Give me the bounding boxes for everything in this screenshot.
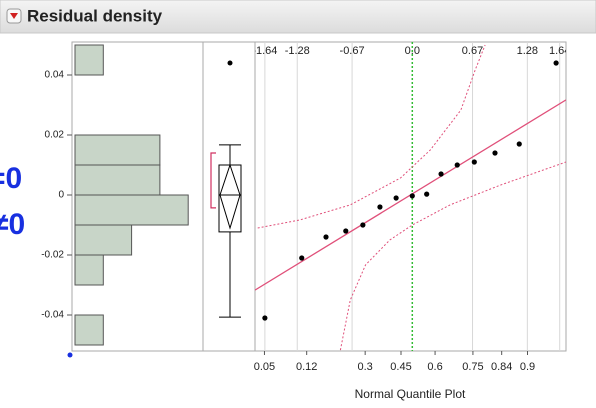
point <box>360 222 366 228</box>
title-bar <box>0 0 596 34</box>
title: Residual density <box>27 6 163 25</box>
outlier <box>227 60 233 66</box>
y-tick-label: 0.02 <box>45 130 65 141</box>
ink-dot <box>67 352 73 358</box>
x-axis-label: Normal Quantile Plot <box>355 387 466 401</box>
histogram-bar <box>74 254 104 286</box>
y-tick-label: -0.04 <box>41 310 64 321</box>
x-tick-label: 0.3 <box>358 361 373 373</box>
point <box>323 234 329 240</box>
histogram-bar <box>74 224 133 256</box>
y-tick-label: 0 <box>58 190 64 201</box>
histogram-bar <box>74 134 161 166</box>
handwriting: =0 ≠0 <box>0 162 73 358</box>
quantile-plot: -1.64 -1.28 -0.67 0.0 0.67 1.28 1.64 <box>252 42 570 351</box>
point <box>262 315 268 321</box>
top-tick-label: -0.67 <box>340 45 365 57</box>
point <box>409 193 415 199</box>
x-tick-label: 0.9 <box>520 361 535 373</box>
point <box>377 204 383 210</box>
point <box>454 162 460 168</box>
top-tick-label: 0.0 <box>405 45 420 57</box>
top-tick-label: 1.64 <box>549 45 570 57</box>
point <box>471 159 477 165</box>
confidence-band <box>257 44 486 229</box>
point <box>393 195 399 201</box>
y-tick-label: 0.04 <box>45 70 65 81</box>
annotation: =0 <box>0 162 22 195</box>
point <box>516 141 522 147</box>
x-tick-label: 0.84 <box>491 361 512 373</box>
mean-diamond <box>219 163 241 230</box>
histogram-bar <box>74 164 161 196</box>
annotation: ≠0 <box>0 208 25 241</box>
x-tick-label: 0.12 <box>296 361 317 373</box>
x-tick-label: 0.45 <box>390 361 411 373</box>
x-tick-label: 0.05 <box>254 361 275 373</box>
x-tick-label: 0.75 <box>462 361 483 373</box>
point <box>424 191 430 197</box>
y-tick-label: -0.02 <box>41 250 64 261</box>
top-tick-label: -1.64 <box>252 45 277 57</box>
histogram-bar <box>74 44 104 76</box>
histogram-bar <box>74 194 189 226</box>
x-tick-label: 0.6 <box>427 361 442 373</box>
histogram-bar <box>74 314 104 346</box>
point <box>553 60 559 66</box>
point <box>492 150 498 156</box>
confidence-band <box>339 161 566 351</box>
point <box>438 171 444 177</box>
menu-triangle <box>10 13 18 19</box>
top-tick-label: 0.67 <box>462 45 483 57</box>
shortest-half <box>210 152 216 209</box>
point <box>343 228 349 234</box>
point <box>299 255 305 261</box>
top-tick-label: -1.28 <box>285 45 310 57</box>
top-tick-label: 1.28 <box>517 45 538 57</box>
